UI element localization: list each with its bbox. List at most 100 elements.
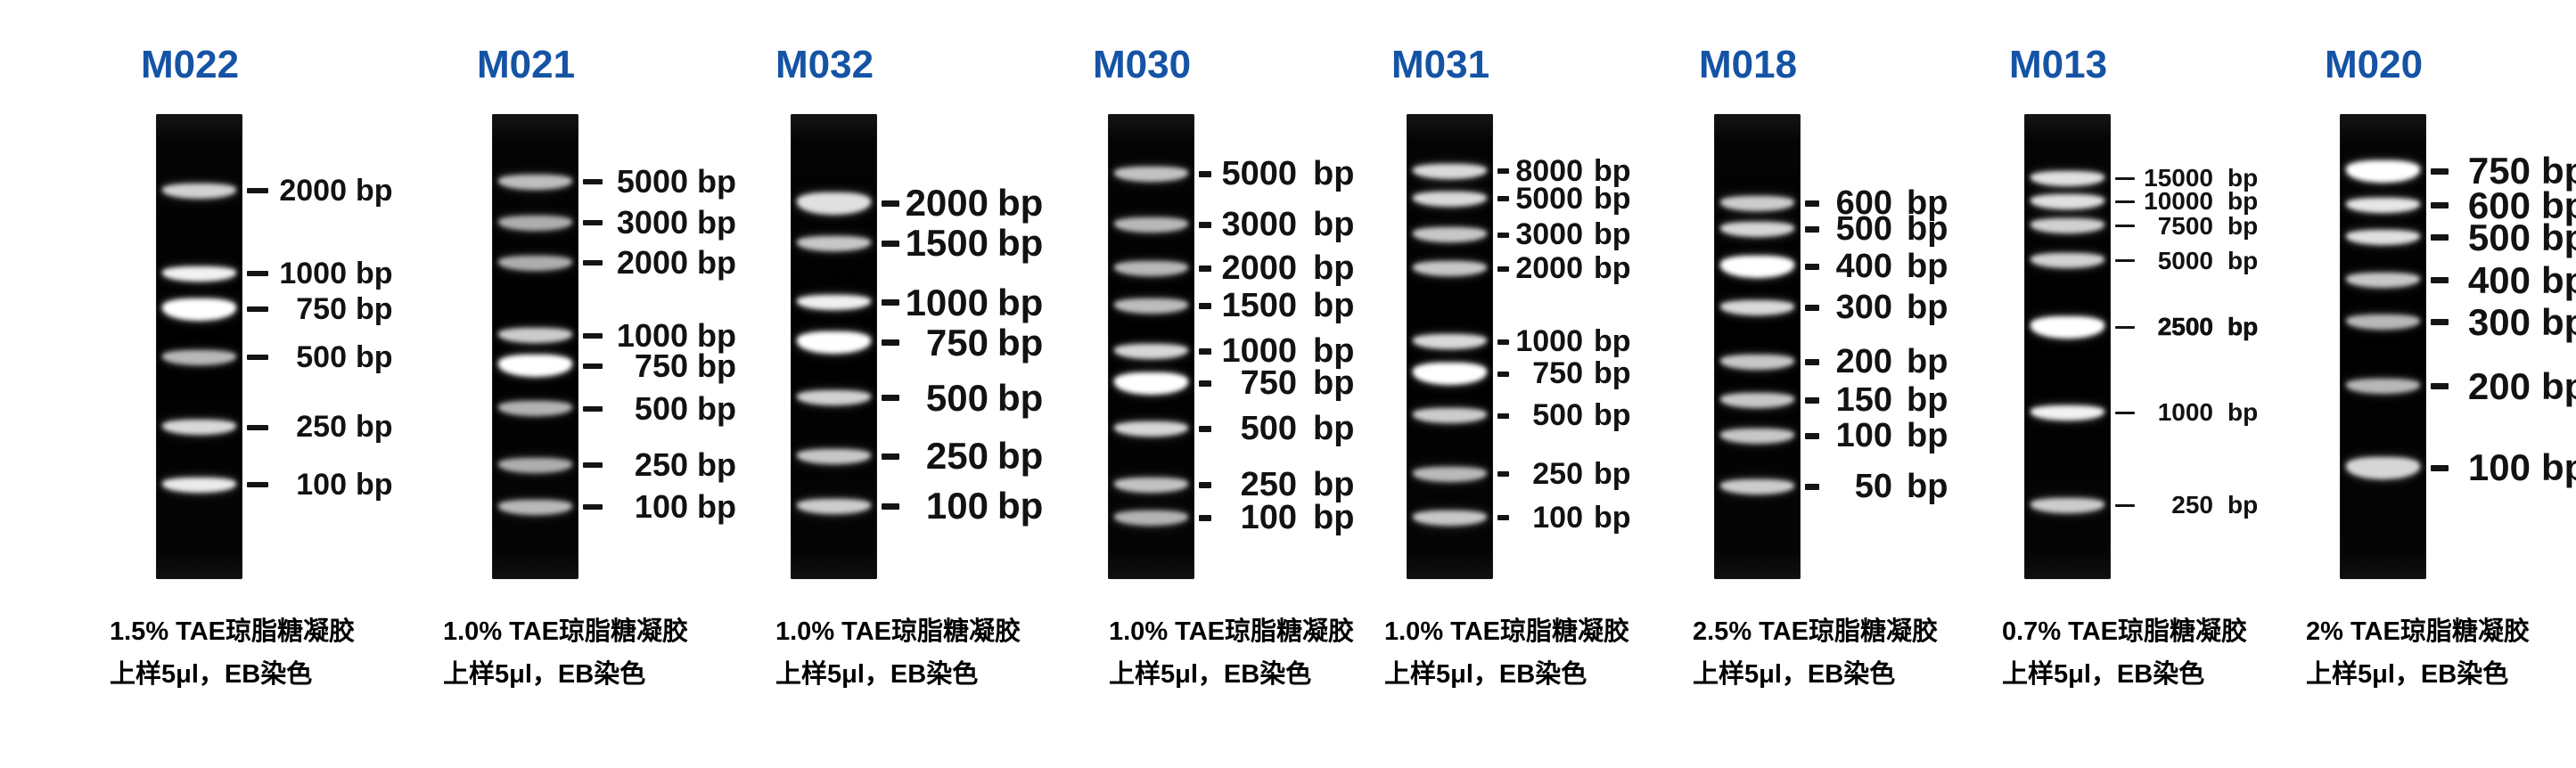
band-label-row: 100 bp: [583, 487, 736, 527]
band-label-row: 100 bp: [2431, 446, 2576, 489]
band-label-row: 250 bp: [2115, 486, 2258, 525]
band-size-label: 500: [1532, 398, 1583, 433]
gel-band: [1719, 355, 1795, 371]
tick-mark: [1199, 221, 1211, 228]
band-size-label: 750: [1240, 364, 1297, 402]
band-label-row: 100 bp: [247, 465, 393, 504]
band-label-row: 100 bp: [1199, 498, 1354, 537]
band-size-label: 1500: [1221, 286, 1297, 324]
gel-band: [1719, 299, 1795, 315]
bp-unit-label: bp: [697, 347, 736, 384]
band-label-row: 2000 bp: [1199, 249, 1354, 289]
band-label-row: 750 bp: [1497, 355, 1631, 394]
band-size-label: 100: [634, 488, 688, 526]
band-label-row: 2500 bp: [2115, 307, 2259, 347]
caption-gel-type: 1.5% TAE琼脂糖凝胶: [110, 617, 356, 646]
band-label-row: 250 bp: [1497, 454, 1631, 494]
band-label-row: 400 bp: [1805, 247, 1948, 286]
gel-caption: 1.5% TAE琼脂糖凝胶 上样5μl，EB染色: [110, 618, 355, 688]
band-size-label: 2000: [279, 173, 347, 208]
bp-unit-label: bp: [1313, 498, 1355, 536]
gel-band: [1719, 429, 1795, 445]
tick-mark: [2431, 234, 2449, 241]
bp-unit-label: bp: [997, 222, 1044, 265]
band-size-label: 750: [2467, 150, 2531, 192]
band-size-label: 150: [1835, 380, 1892, 419]
tick-mark: [882, 453, 899, 460]
gel-band: [1719, 392, 1795, 408]
tick-mark: [1199, 266, 1211, 273]
gel-band: [2030, 193, 2105, 209]
tick-mark: [1805, 263, 1819, 270]
band-size-label: 100: [2467, 446, 2531, 489]
tick-mark: [2431, 383, 2449, 390]
bp-unit-label: bp: [356, 291, 393, 326]
bp-unit-label: bp: [1907, 247, 1948, 285]
band-label-row: 1000 bp: [2115, 393, 2258, 432]
band-label-row: 1000 bp: [583, 316, 736, 355]
gel-band: [796, 498, 872, 514]
band-size-label: 400: [1835, 247, 1892, 285]
band-label-row: 200 bp: [2431, 365, 2576, 407]
tick-mark: [2115, 225, 2135, 228]
gel-band: [796, 331, 872, 355]
band-size-label: 100: [1835, 417, 1892, 455]
band-size-label: 3000: [616, 204, 688, 241]
gel-band: [1113, 510, 1189, 526]
gel-band: [1412, 334, 1488, 350]
bp-unit-label: bp: [1594, 500, 1631, 535]
caption-loading-stain: 上样5μl，EB染色: [2306, 660, 2509, 689]
tick-mark: [1805, 226, 1819, 233]
band-label-row: 250 bp: [583, 445, 736, 485]
ladder-column: M020 750 bp 600 bp 500 bp 400 bp 300 bp 200 bp 100 bp…: [2306, 0, 2576, 768]
gel-lane: [2024, 114, 2111, 579]
tick-mark: [583, 220, 603, 226]
bp-unit-label: bp: [997, 485, 1044, 527]
band-label-row: 1000 bp: [247, 254, 393, 293]
bp-unit-label: bp: [1594, 181, 1631, 216]
gel-band: [497, 401, 573, 417]
tick-mark: [1497, 232, 1509, 238]
band-size-label: 2000: [616, 244, 688, 282]
gel-band: [1719, 255, 1795, 278]
band-label-row: 3000 bp: [583, 203, 736, 242]
caption-gel-type: 1.0% TAE琼脂糖凝胶: [443, 617, 689, 646]
caption-loading-stain: 上样5μl，EB染色: [110, 660, 313, 689]
gel-caption: 1.0% TAE琼脂糖凝胶 上样5μl，EB染色: [443, 618, 688, 688]
band-size-label: 5000: [1221, 155, 1297, 193]
tick-mark: [2431, 167, 2449, 175]
bp-unit-label: bp: [1313, 465, 1355, 503]
tick-mark: [247, 271, 268, 277]
gel-band: [1719, 222, 1795, 238]
bp-unit-label: bp: [2227, 398, 2259, 427]
gel-lane: [1108, 114, 1194, 579]
gel-lane: [1407, 114, 1493, 579]
bp-unit-label: bp: [356, 339, 393, 374]
band-label-row: 250 bp: [1199, 465, 1354, 504]
ladder-title: M032: [775, 43, 874, 86]
ladder-column: M018 600 bp 500 bp 400 bp 300 bp 200 bp 150 bp 100 bp…: [1693, 0, 2008, 768]
band-label-row: 250 bp: [882, 435, 1043, 477]
band-size-label: 15000: [2144, 164, 2213, 192]
band-size-label: 200: [1835, 343, 1892, 381]
band-size-label: 100: [925, 485, 989, 527]
bp-unit-label: bp: [2227, 164, 2259, 192]
band-label-row: 400 bp: [2431, 259, 2576, 301]
tick-mark: [882, 240, 899, 247]
gel-band: [796, 235, 872, 251]
gel-band: [1719, 478, 1795, 494]
band-size-label: 500: [925, 376, 989, 419]
bp-unit-label: bp: [1907, 417, 1948, 455]
bp-unit-label: bp: [1313, 286, 1355, 324]
band-label-row: 15000 bp: [2115, 159, 2258, 198]
band-size-label: 250: [1240, 465, 1297, 503]
caption-gel-type: 2% TAE琼脂糖凝胶: [2306, 617, 2530, 646]
tick-mark: [1805, 396, 1819, 404]
bp-unit-label: bp: [697, 244, 736, 282]
band-label-row: 750 bp: [247, 290, 393, 329]
caption-gel-type: 1.0% TAE琼脂糖凝胶: [1384, 617, 1630, 646]
band-label-row: 5000 bp: [2115, 241, 2258, 281]
band-size-label: 1500: [905, 222, 989, 265]
band-label-row: 500 bp: [1497, 396, 1631, 436]
ladder-column: M021 5000 bp 3000 bp 2000 bp 1000 bp 750 bp 500 bp 2…: [443, 0, 786, 768]
